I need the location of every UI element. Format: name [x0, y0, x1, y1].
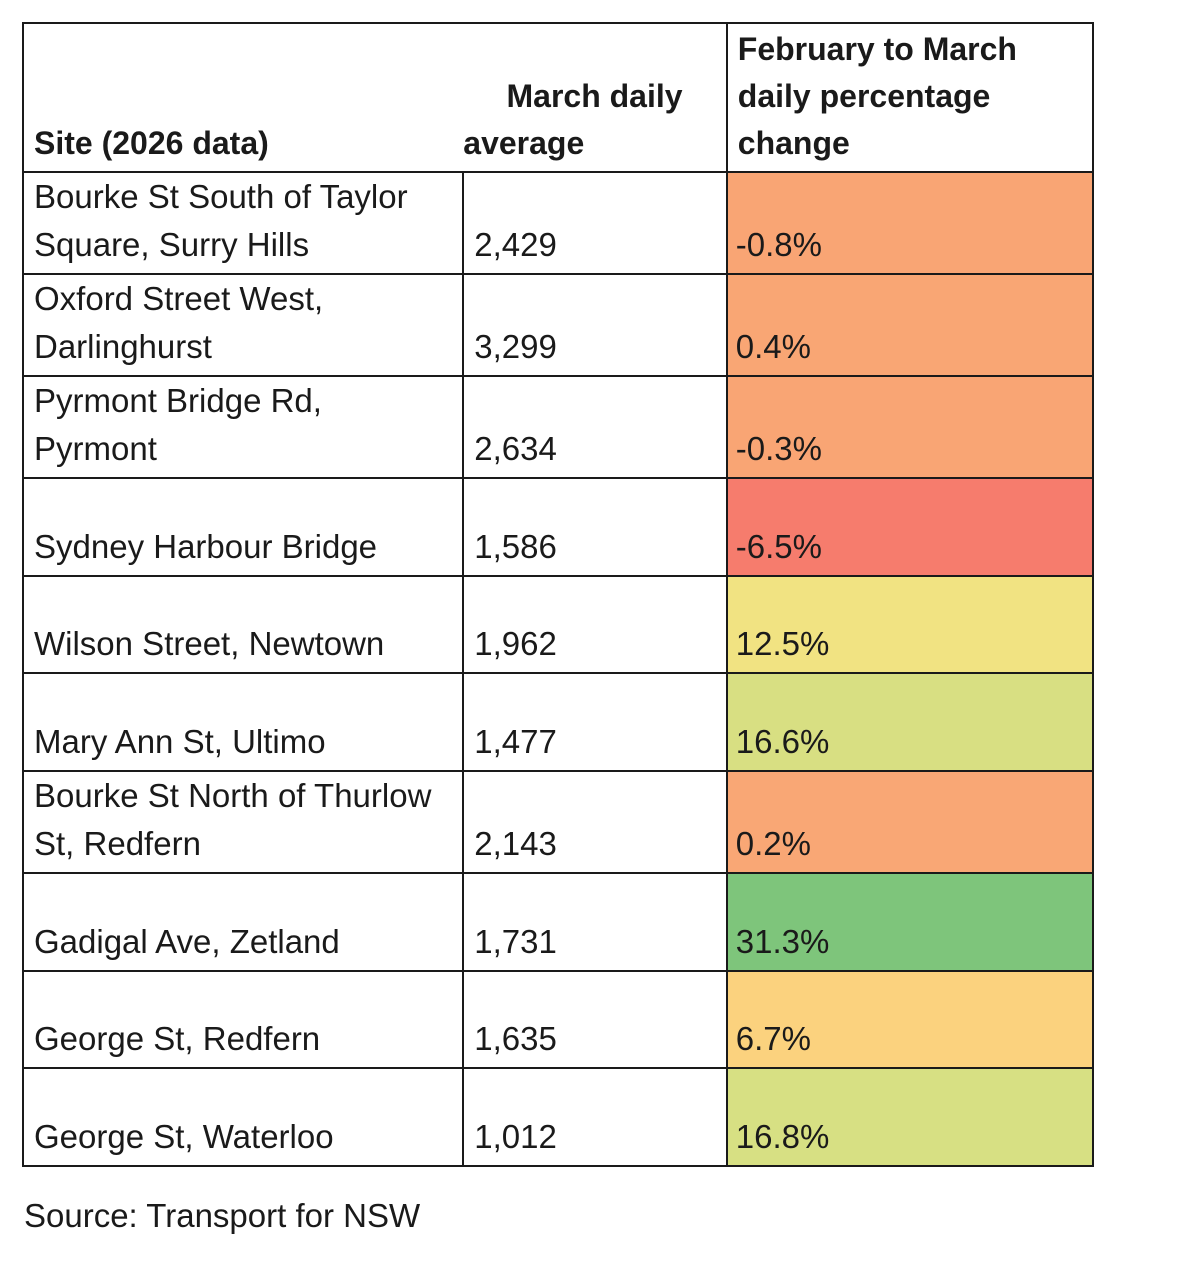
table-row: George St, Redfern 1,635 6.7% — [21, 969, 1095, 1070]
header-site: Site (2026 data) — [21, 22, 464, 173]
source-note: Source: Transport for NSW — [24, 1197, 421, 1234]
table-row: Pyrmont Bridge Rd, Pyrmont 2,634 -0.3% — [21, 375, 1095, 479]
table-row: Oxford Street West, Darlinghurst 3,299 0.4… — [21, 273, 1095, 377]
header-march-average-line1: March daily — [506, 78, 683, 114]
table-row: George St, Waterloo 1,012 16.8% — [21, 1067, 1095, 1168]
percentage-change-cell: -6.5% — [725, 477, 1095, 577]
site-cell: Bourke St North of Thurlow St, Redfern — [21, 770, 465, 875]
header-row: Site (2026 data) March daily average Feb… — [21, 22, 1095, 173]
header-march-average-line2: average — [463, 125, 585, 161]
site-cell: Wilson Street, Newtown — [21, 574, 465, 675]
march-average-cell: 2,634 — [462, 375, 728, 479]
percentage-change-cell: 16.8% — [725, 1067, 1095, 1168]
percentage-change-cell: 6.7% — [725, 969, 1095, 1070]
site-cell: Bourke St South of Taylor Square, Surry … — [21, 171, 465, 275]
march-average-cell: 1,962 — [462, 574, 728, 675]
header-percentage-change: February to March daily percentage chang… — [725, 22, 1095, 173]
march-average-cell: 1,586 — [462, 477, 728, 577]
percentage-change-cell: 0.4% — [725, 273, 1095, 377]
site-cell: George St, Waterloo — [21, 1067, 465, 1168]
percentage-change-cell: 16.6% — [725, 672, 1095, 773]
percentage-change-cell: 31.3% — [725, 872, 1095, 972]
table-row: Wilson Street, Newtown 1,962 12.5% — [21, 574, 1095, 675]
table-row: Bourke St South of Taylor Square, Surry … — [21, 171, 1095, 275]
percentage-change-cell: 12.5% — [725, 574, 1095, 675]
table-row: Mary Ann St, Ultimo 1,477 16.6% — [21, 672, 1095, 773]
march-average-cell: 2,429 — [462, 171, 728, 275]
percentage-change-cell: -0.8% — [725, 171, 1095, 275]
site-cell: Oxford Street West, Darlinghurst — [21, 273, 465, 377]
march-average-cell: 1,731 — [462, 872, 728, 972]
march-average-cell: 1,012 — [462, 1067, 728, 1168]
table-row: Bourke St North of Thurlow St, Redfern 2,… — [21, 770, 1095, 875]
site-cell: Gadigal Ave, Zetland — [21, 872, 465, 972]
site-cell: Mary Ann St, Ultimo — [21, 672, 465, 773]
header-march-average: March daily average — [463, 22, 728, 173]
percentage-change-cell: -0.3% — [725, 375, 1095, 479]
march-average-cell: 1,635 — [462, 969, 728, 1070]
cycling-counts-table: Site (2026 data) March daily average Feb… — [21, 22, 1095, 1168]
site-cell: Sydney Harbour Bridge — [21, 477, 465, 577]
march-average-cell: 1,477 — [462, 672, 728, 773]
percentage-change-cell: 0.2% — [725, 770, 1095, 875]
march-average-cell: 3,299 — [462, 273, 728, 377]
march-average-cell: 2,143 — [462, 770, 728, 875]
site-cell: Pyrmont Bridge Rd, Pyrmont — [21, 375, 465, 479]
table-row: Gadigal Ave, Zetland 1,731 31.3% — [21, 872, 1095, 972]
site-cell: George St, Redfern — [21, 969, 465, 1070]
table-row: Sydney Harbour Bridge 1,586 -6.5% — [21, 477, 1095, 577]
